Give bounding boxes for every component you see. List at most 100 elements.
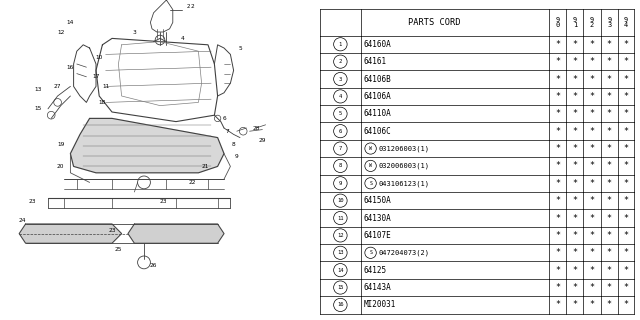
Text: 64125: 64125 [364, 266, 387, 275]
Text: *: * [572, 248, 577, 257]
Text: *: * [589, 92, 595, 101]
Text: 2: 2 [190, 4, 194, 9]
Text: *: * [623, 144, 628, 153]
Text: 64150A: 64150A [364, 196, 391, 205]
Text: *: * [572, 196, 577, 205]
Text: S: S [369, 181, 372, 186]
Text: 64130A: 64130A [364, 213, 391, 222]
Text: 64110A: 64110A [364, 109, 391, 118]
Text: *: * [555, 109, 560, 118]
Text: *: * [607, 144, 612, 153]
Text: 4: 4 [180, 36, 184, 41]
Text: *: * [623, 127, 628, 136]
Text: 043106123(1): 043106123(1) [378, 180, 429, 187]
Text: W: W [369, 146, 372, 151]
Polygon shape [19, 224, 122, 243]
Text: *: * [555, 213, 560, 222]
Text: *: * [589, 300, 595, 309]
Text: *: * [589, 40, 595, 49]
Text: 047204073(2): 047204073(2) [378, 250, 429, 256]
Text: *: * [589, 144, 595, 153]
Text: *: * [623, 283, 628, 292]
Text: *: * [623, 248, 628, 257]
Text: 12: 12 [57, 29, 65, 35]
Text: 27: 27 [54, 84, 61, 89]
Text: *: * [572, 179, 577, 188]
Text: *: * [572, 144, 577, 153]
Text: *: * [623, 75, 628, 84]
Polygon shape [128, 224, 224, 243]
Text: 14: 14 [337, 268, 344, 273]
Text: *: * [555, 231, 560, 240]
Text: *: * [607, 248, 612, 257]
Text: 25: 25 [115, 247, 122, 252]
Text: *: * [589, 127, 595, 136]
Text: *: * [589, 231, 595, 240]
Text: *: * [623, 109, 628, 118]
Text: 9
4: 9 4 [623, 17, 628, 28]
Text: 6: 6 [222, 116, 226, 121]
Text: 14: 14 [67, 20, 74, 25]
Text: *: * [607, 92, 612, 101]
Text: *: * [555, 75, 560, 84]
Text: 13: 13 [35, 87, 42, 92]
Text: *: * [572, 40, 577, 49]
Text: 16: 16 [337, 302, 344, 308]
Text: S: S [369, 250, 372, 255]
Text: *: * [589, 161, 595, 171]
Text: 9: 9 [235, 154, 239, 159]
Text: *: * [572, 109, 577, 118]
Text: *: * [572, 231, 577, 240]
Text: 7: 7 [225, 129, 229, 134]
Text: 11: 11 [337, 216, 344, 220]
Text: 64160A: 64160A [364, 40, 391, 49]
Text: *: * [555, 283, 560, 292]
Text: *: * [623, 213, 628, 222]
Text: *: * [607, 231, 612, 240]
Text: 032006003(1): 032006003(1) [378, 163, 429, 169]
Text: *: * [607, 179, 612, 188]
Text: *: * [589, 179, 595, 188]
Text: *: * [555, 179, 560, 188]
Text: 9
2: 9 2 [590, 17, 594, 28]
Text: *: * [607, 266, 612, 275]
Text: 23: 23 [108, 228, 116, 233]
Text: *: * [607, 283, 612, 292]
Text: 16: 16 [67, 65, 74, 70]
Text: 9
3: 9 3 [607, 17, 611, 28]
Text: *: * [623, 300, 628, 309]
Text: *: * [555, 144, 560, 153]
Text: *: * [555, 266, 560, 275]
Text: 64106B: 64106B [364, 75, 391, 84]
Text: 8: 8 [339, 164, 342, 168]
Text: *: * [623, 231, 628, 240]
Text: 21: 21 [201, 164, 209, 169]
Text: 13: 13 [337, 250, 344, 255]
Text: 64161: 64161 [364, 57, 387, 66]
Text: 64143A: 64143A [364, 283, 391, 292]
Text: *: * [589, 213, 595, 222]
Text: 2: 2 [339, 59, 342, 64]
Text: 10: 10 [337, 198, 344, 203]
Text: *: * [607, 40, 612, 49]
Text: 29: 29 [259, 138, 266, 143]
Text: 2: 2 [187, 4, 191, 9]
Text: 9
0: 9 0 [556, 17, 559, 28]
Text: *: * [572, 127, 577, 136]
Text: *: * [572, 283, 577, 292]
Text: *: * [623, 179, 628, 188]
Text: *: * [555, 161, 560, 171]
Text: 6: 6 [339, 129, 342, 134]
Text: 23: 23 [28, 199, 36, 204]
Text: 3: 3 [339, 76, 342, 82]
Text: 5: 5 [339, 111, 342, 116]
Text: 15: 15 [35, 106, 42, 111]
Text: *: * [623, 57, 628, 66]
Text: *: * [589, 266, 595, 275]
Text: 24: 24 [19, 218, 26, 223]
Text: *: * [607, 75, 612, 84]
Text: *: * [623, 40, 628, 49]
Text: *: * [589, 283, 595, 292]
Text: *: * [555, 92, 560, 101]
Text: MI20031: MI20031 [364, 300, 396, 309]
